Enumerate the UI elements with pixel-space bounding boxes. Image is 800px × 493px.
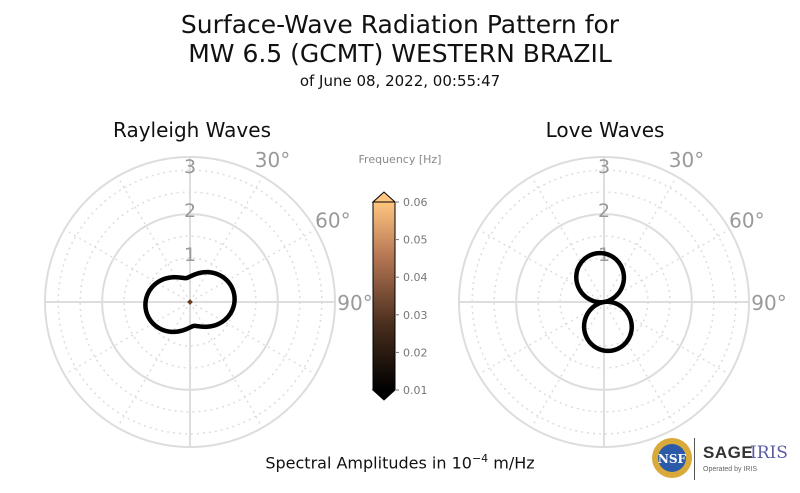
sage-logo-text: SAGE [703, 443, 754, 462]
angular-grid-240 [478, 301, 605, 376]
angular-grid-210 [530, 301, 605, 428]
frequency-colorbar: 0.06 0.05 0.04 0.03 0.02 0.01 [371, 191, 428, 401]
angular-grid-120 [189, 301, 316, 376]
angular-grid-30 [603, 176, 678, 303]
angular-grid-300 [478, 228, 605, 303]
colorbar-extend-top [371, 191, 397, 203]
radial-tick-label-3: 3 [184, 156, 196, 178]
colorbar-extend-bottom [371, 389, 397, 401]
angular-grid-150 [603, 301, 678, 428]
footer-prefix: Spectral Amplitudes in 10 [265, 453, 472, 473]
angular-grid-120 [603, 301, 730, 376]
radiation-pattern-curve [574, 250, 634, 354]
angular-grid-30 [189, 176, 264, 303]
nsf-logo-text: NSF [658, 452, 687, 466]
colorbar-tick-0.03: 0.03 [403, 309, 428, 322]
angular-grid-60 [603, 228, 730, 303]
chart-title-line-2: MW 6.5 (GCMT) WESTERN BRAZIL [188, 39, 612, 68]
colorbar-tick-0.05: 0.05 [403, 234, 428, 247]
radiation-pattern-curve [143, 269, 237, 335]
angle-label-30: 30° [255, 148, 290, 172]
angular-grid-330 [116, 176, 191, 303]
footer-suffix: m/Hz [488, 453, 535, 473]
chart-title-block: Surface-Wave Radiation Pattern for MW 6.… [0, 10, 800, 92]
radial-tick-label-3: 3 [598, 156, 610, 178]
footer-units: Spectral Amplitudes in 10−4 m/Hz [190, 452, 610, 472]
love-title: Love Waves [545, 118, 665, 142]
radial-tick-label-1: 1 [184, 244, 196, 266]
chart-title-line-1: Surface-Wave Radiation Pattern for [180, 10, 620, 39]
colorbar-tick-0.01: 0.01 [403, 384, 428, 397]
angle-label-90: 90° [337, 291, 372, 315]
radial-tick-label-2: 2 [598, 200, 610, 222]
colorbar-gradient [373, 202, 395, 390]
chart-subtitle: of June 08, 2022, 00:55:47 [299, 72, 501, 90]
colorbar-title: Frequency [Hz] [358, 153, 442, 166]
logo-divider [694, 438, 695, 480]
angle-label-30: 30° [669, 148, 704, 172]
colorbar-tick-0.02: 0.02 [403, 346, 428, 359]
angle-label-60: 60° [729, 209, 764, 233]
operated-by-text: Operated by IRIS [703, 466, 758, 473]
nsf-logo: NSF [652, 438, 692, 478]
rayleigh-title: Rayleigh Waves [112, 118, 271, 142]
colorbar-tick-0.06: 0.06 [403, 196, 428, 209]
angle-label-60: 60° [315, 209, 350, 233]
angular-grid-210 [116, 301, 191, 428]
center-marker [187, 299, 193, 305]
footer-exponent: −4 [471, 452, 489, 465]
radial-tick-label-2: 2 [184, 200, 196, 222]
angular-grid-300 [64, 228, 191, 303]
angular-grid-240 [64, 301, 191, 376]
angular-grid-60 [189, 228, 316, 303]
angular-grid-150 [189, 301, 264, 428]
angular-grid-330 [530, 176, 605, 303]
colorbar-tick-0.04: 0.04 [403, 271, 428, 284]
iris-logo-text: IRIS [750, 443, 788, 463]
angle-label-90: 90° [751, 291, 786, 315]
